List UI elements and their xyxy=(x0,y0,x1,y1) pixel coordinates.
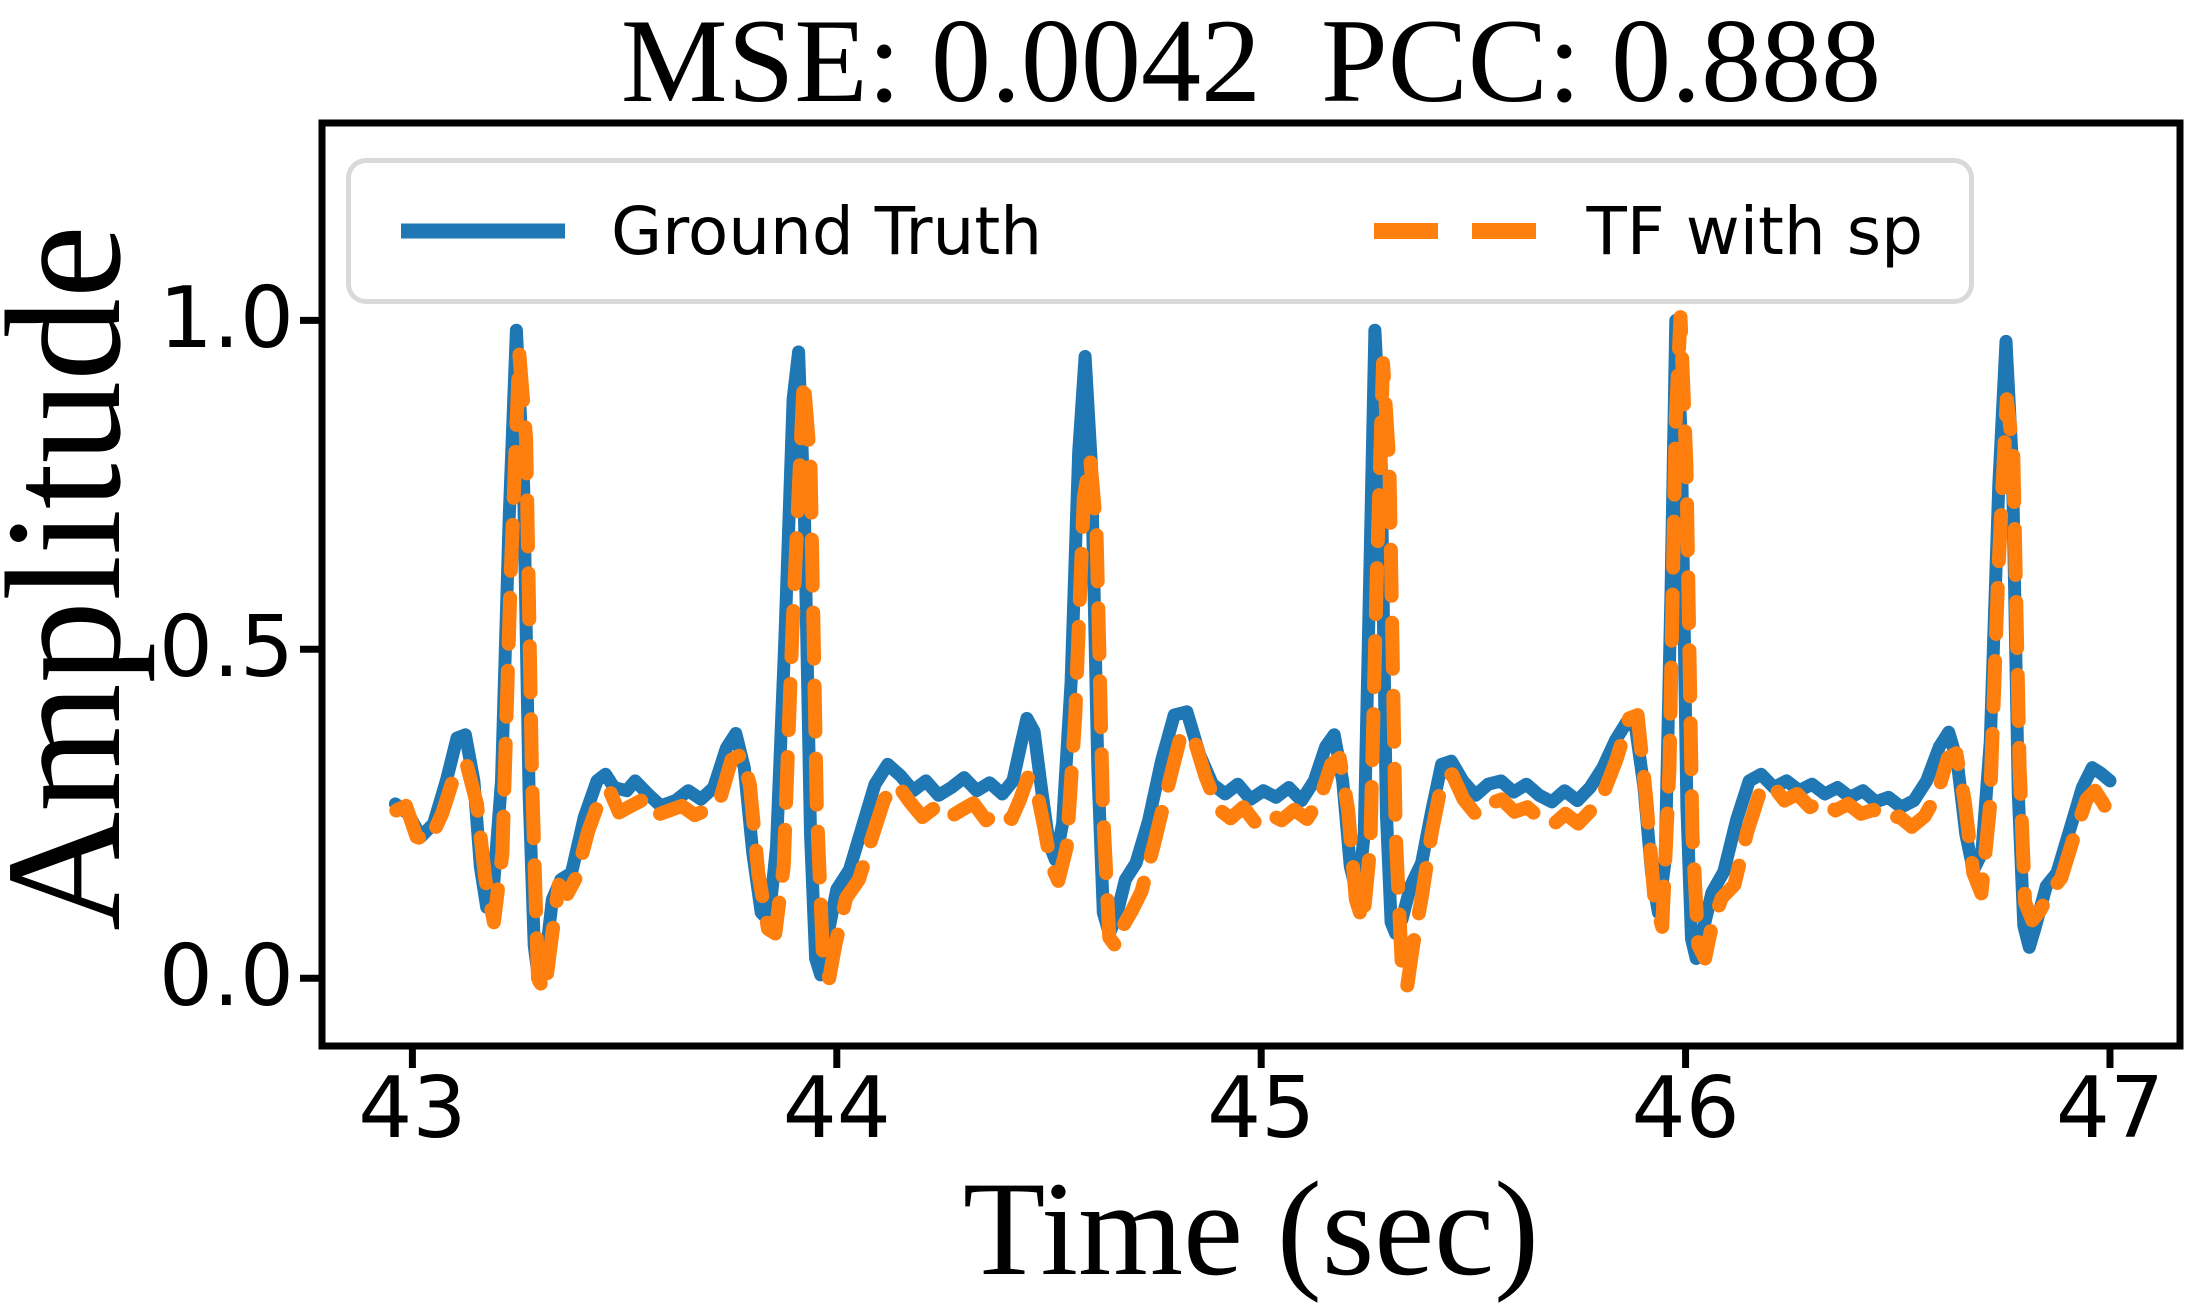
y-tick-label-0.0: 0.0 xyxy=(158,927,294,1027)
y-tick-label-0.5: 0.5 xyxy=(158,598,294,698)
x-tick-label-44: 44 xyxy=(782,1059,891,1158)
tf-with-sp-dashed-swatch xyxy=(1374,223,1545,239)
axis-ticks xyxy=(300,316,2114,1068)
ground-truth-line-swatch xyxy=(401,223,565,239)
x-tick-label-43: 43 xyxy=(358,1059,467,1158)
chart-title: MSE: 0.0042 PCC: 0.888 xyxy=(620,0,1882,127)
series-lines xyxy=(388,310,2117,999)
x-tick-label-47: 47 xyxy=(2055,1059,2165,1158)
legend-label-ground-truth: Ground Truth xyxy=(611,192,1043,270)
series-line-ground-truth xyxy=(388,313,2117,988)
x-axis-label: Time (sec) xyxy=(962,1155,1540,1304)
legend-label-tf-with-sp: TF with sp xyxy=(1586,192,1923,270)
legend-item-ground-truth: Ground Truth xyxy=(397,182,1042,280)
legend-box: Ground Truth TF with sp xyxy=(346,158,1974,304)
series-line-tf-with-sp xyxy=(389,310,2116,999)
legend-item-tf-with-sp: TF with sp xyxy=(1372,182,1923,280)
y-tick-label-1.0: 1.0 xyxy=(158,269,294,369)
x-tick-label-46: 46 xyxy=(1631,1059,1740,1158)
x-tick-label-45: 45 xyxy=(1207,1059,1316,1158)
axes-spines xyxy=(318,119,2184,1050)
